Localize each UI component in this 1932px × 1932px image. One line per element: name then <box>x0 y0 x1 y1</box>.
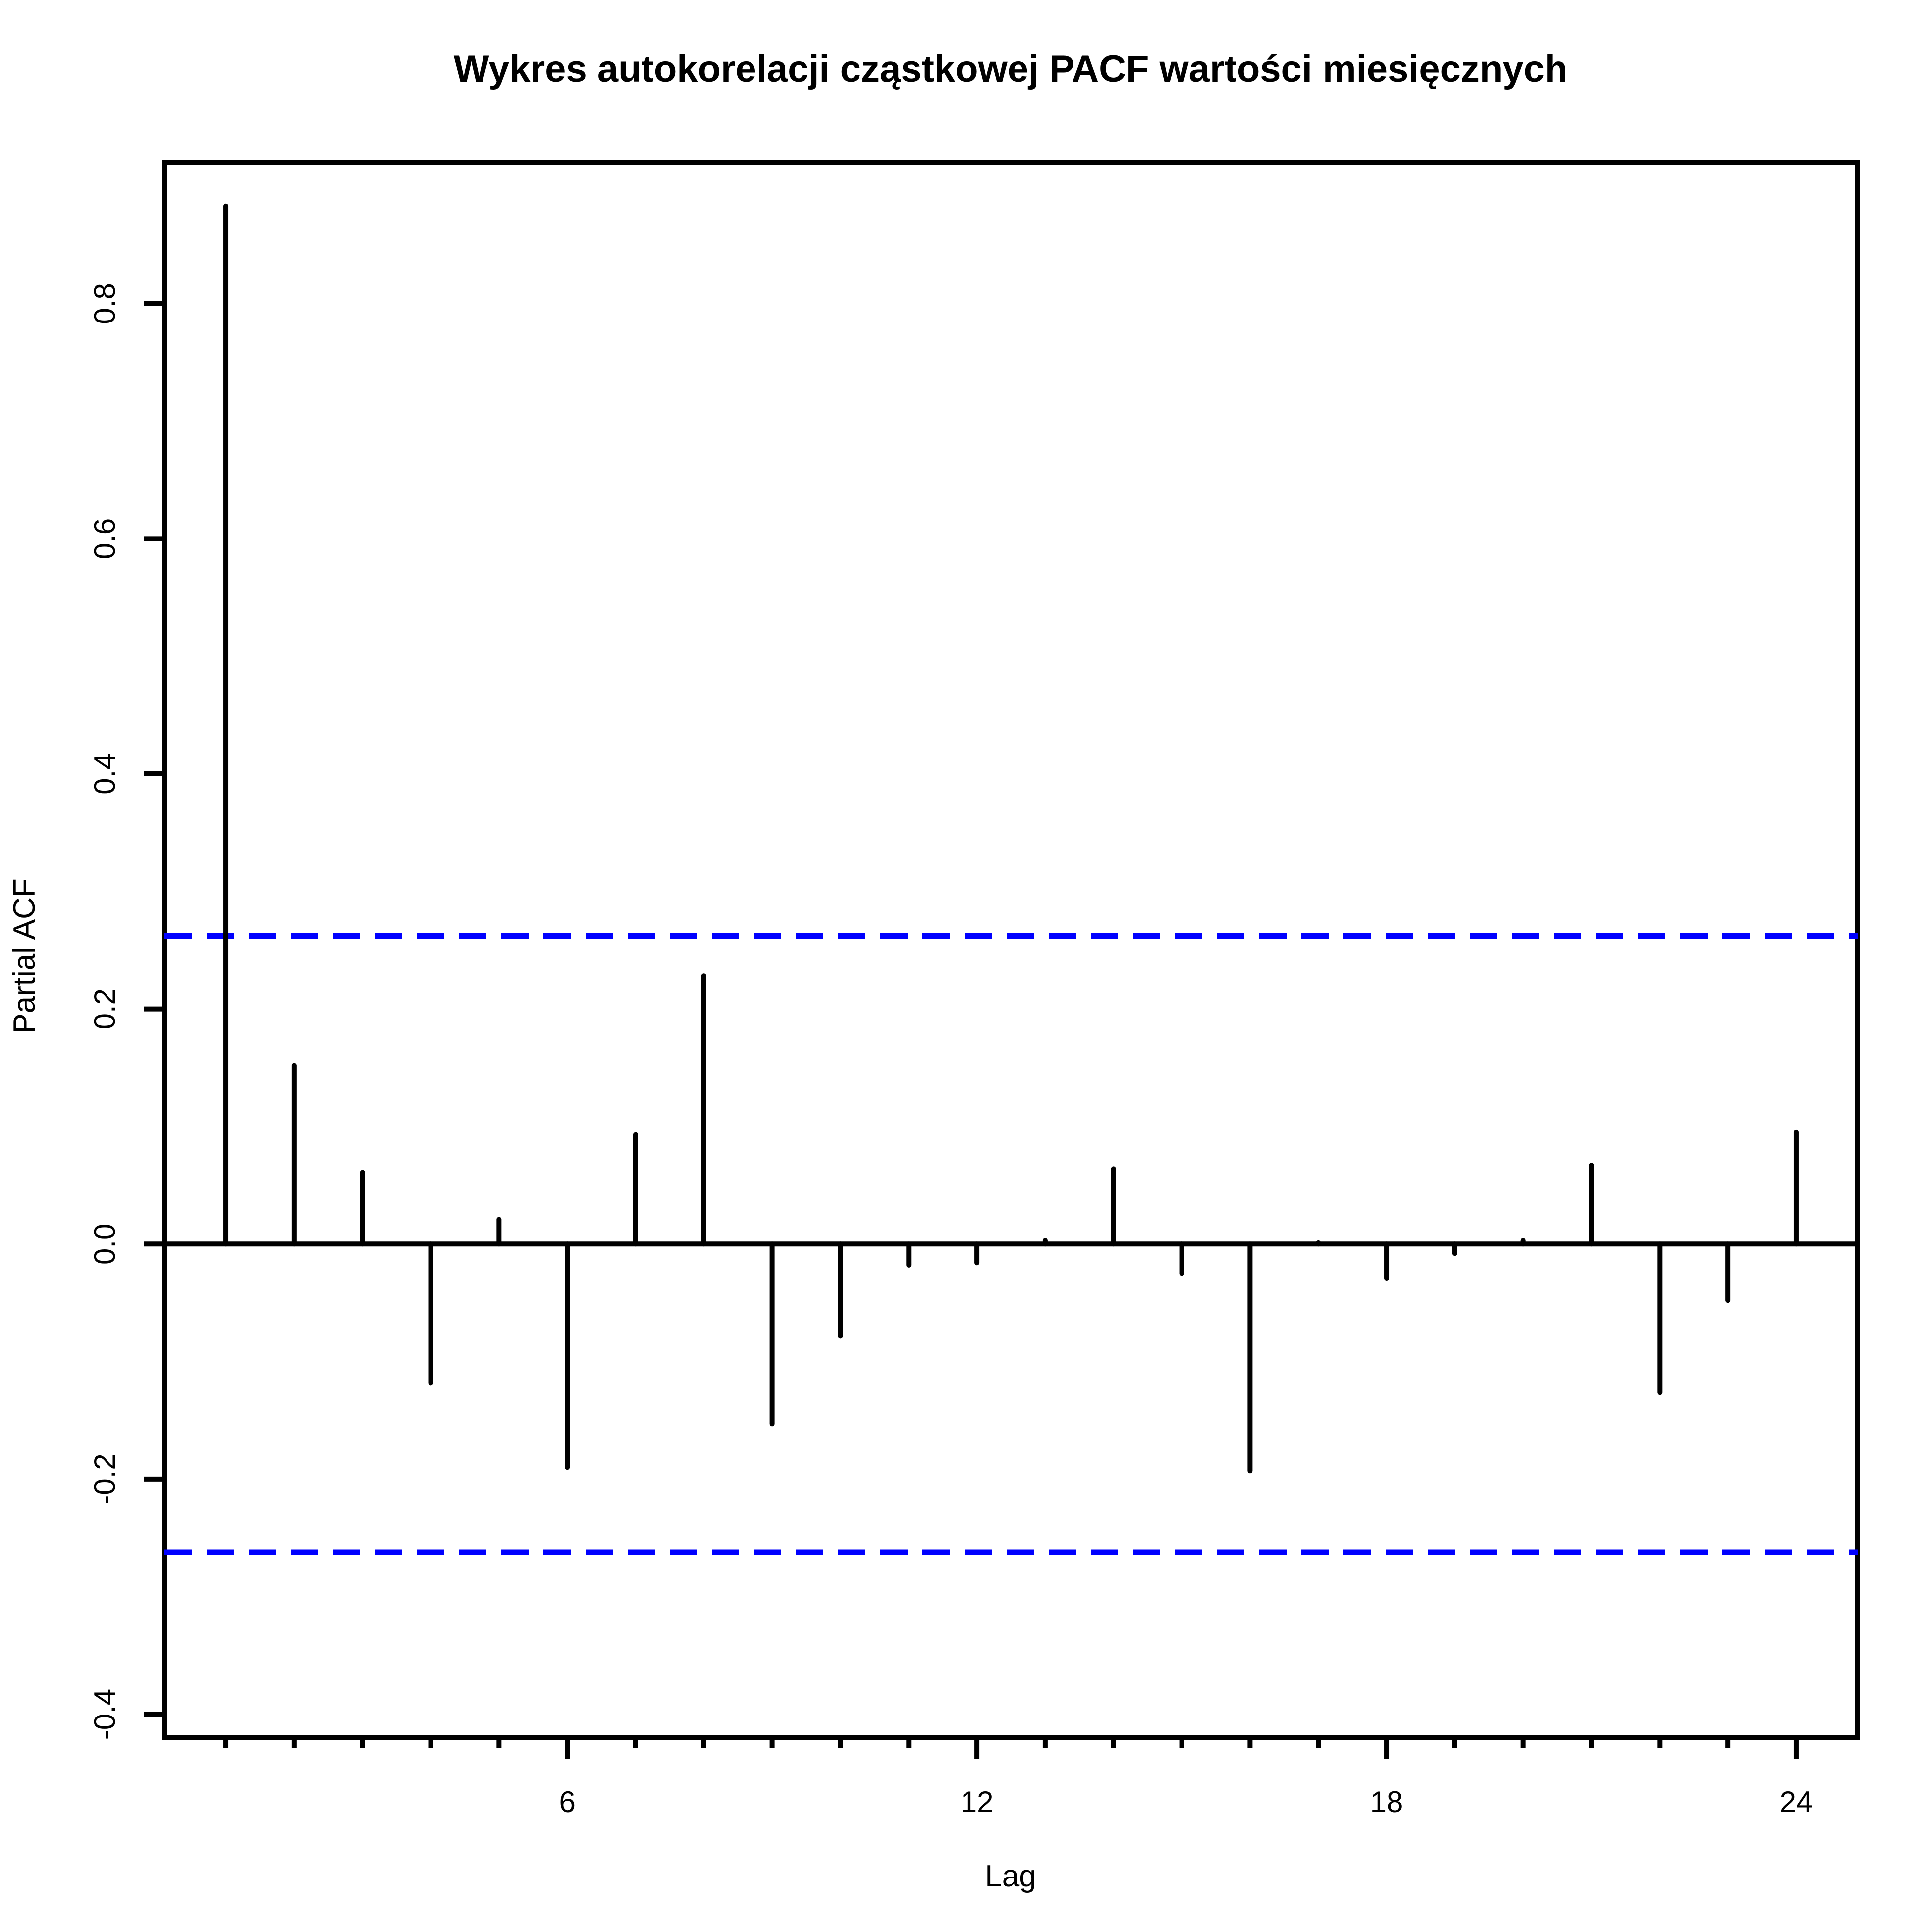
y-tick-label: 0.8 <box>88 283 121 324</box>
y-tick-label: 0.4 <box>88 753 121 794</box>
y-tick-label: -0.2 <box>88 1453 121 1504</box>
x-axis-label: Lag <box>985 1859 1036 1893</box>
y-tick-label: 0.6 <box>88 518 121 559</box>
chart-title: Wykres autokorelacji cząstkowej PACF war… <box>454 48 1568 90</box>
x-tick-label: 12 <box>961 1785 994 1819</box>
y-tick-label: 0.0 <box>88 1224 121 1265</box>
x-tick-label: 6 <box>559 1785 575 1819</box>
y-tick-label: 0.2 <box>88 988 121 1029</box>
chart-marks: 6 12 18 24 -0.4 -0.2 0.0 0.2 0.4 0.6 0.8 <box>88 160 1860 1819</box>
x-tick-label: 18 <box>1370 1785 1403 1819</box>
x-tick-label: 24 <box>1780 1785 1813 1819</box>
y-tick-label: -0.4 <box>88 1689 121 1740</box>
plot-frame <box>162 160 1860 1740</box>
y-axis-label: Partial ACF <box>7 878 42 1034</box>
